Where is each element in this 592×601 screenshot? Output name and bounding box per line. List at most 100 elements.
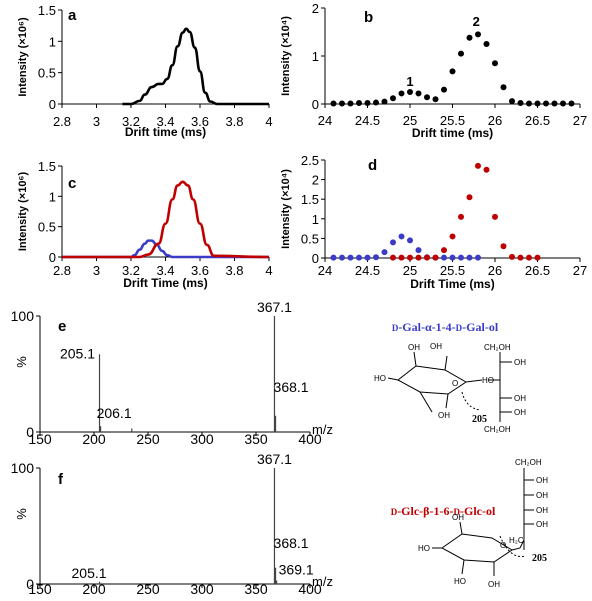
panel-d-point <box>398 233 405 240</box>
panel-e-peak-label: 205.1 <box>60 345 95 361</box>
panel-f-letter: f <box>58 471 64 488</box>
structure-e-bond <box>419 391 433 413</box>
panel-b-point <box>356 100 362 107</box>
panel-c-series-line-0 <box>61 239 269 259</box>
panel-b-point <box>398 90 405 97</box>
structure-e-atom: OH <box>514 394 526 403</box>
panel-c-ylabel: Intensity (×10⁶) <box>17 171 29 251</box>
panel-b-point <box>432 96 439 103</box>
panel-e-xtick-label: 400 <box>298 431 322 447</box>
structure-f-atom: OH <box>488 580 500 589</box>
panel-d-point <box>407 254 413 261</box>
panel-a-xtick-label: 3.6 <box>191 114 209 129</box>
structure-f-name-mid: -Glc-β-1-6- <box>397 504 453 518</box>
panel-e-ytick-label: 0 <box>26 424 34 440</box>
structure-f-bond <box>432 521 495 576</box>
panel-b-point <box>551 100 558 107</box>
panel-b-xtick-label: 24 <box>318 113 332 128</box>
panel-f-ytick-label: 100 <box>11 460 35 476</box>
panel-b-point <box>373 99 379 106</box>
structure-e-name-end: -Gal-ol <box>462 320 499 334</box>
structure-f-atom: OH <box>452 513 464 522</box>
panel-e-peak-label: 367.1 <box>257 299 292 315</box>
panel-d-point <box>407 237 413 244</box>
panel-b-point <box>543 100 549 107</box>
structure-f-atom: OH <box>536 520 548 529</box>
panel-b: 0 1 2 24 24.5 25 25.5 26 26.5 27 Drift time (ms) In… <box>280 1 587 140</box>
panel-d-point <box>424 254 430 261</box>
panel-c-ytick-label: 0 <box>49 250 56 265</box>
panel-b-point <box>492 60 498 67</box>
panel-d-point <box>356 254 362 261</box>
panel-c-xtick-label: 2.8 <box>53 263 71 278</box>
panel-d-point <box>526 254 532 261</box>
panel-a-ytick-label: 1 <box>49 34 56 49</box>
structure-f-name-d2: D <box>453 507 460 517</box>
panel-c-ytick-label: 1.5 <box>38 159 56 174</box>
panel-c-xtick-label: 3.8 <box>225 263 243 278</box>
panel-f-xtick-label: 400 <box>298 581 322 597</box>
structure-e-name-d2: D <box>456 323 463 333</box>
panel-c-xtick-label: 3.4 <box>156 263 174 278</box>
panel-f-xtick-label: 300 <box>190 581 214 597</box>
panel-d-ytick-label: 0 <box>312 251 319 266</box>
structure-f-bond <box>511 539 525 551</box>
structure-f-atoms: CH₂OH OH OH OH OH H₂C OH HO HO OH O <box>418 458 548 589</box>
structure-e-atom: OH <box>514 408 526 417</box>
panel-b-point <box>458 50 464 57</box>
structure-f-name-end: -Glc-ol <box>460 504 496 518</box>
panel-b-point <box>466 34 473 41</box>
panel-d-point <box>509 253 515 260</box>
structure-e-fragment-label: 205 <box>472 414 487 425</box>
panel-b-point <box>364 100 371 107</box>
panel-f-xtick-label: 150 <box>28 581 52 597</box>
structure-e-atom: OH <box>430 342 442 351</box>
panel-b-point <box>415 90 422 97</box>
panel-d-point <box>449 233 456 240</box>
structure-f-atom: OH <box>536 506 548 515</box>
panel-a-xtick-label: 2.8 <box>53 114 71 129</box>
panel-f-peak-label: 369.1 <box>279 562 314 578</box>
panel-b-point <box>560 100 566 107</box>
panel-d-ytick-label: 2 <box>312 173 319 188</box>
panel-d-point <box>347 254 354 261</box>
panel-e-xlabel: m/z <box>312 422 333 437</box>
panel-b-point <box>441 86 447 93</box>
structure-e-cut <box>461 391 481 411</box>
panel-c-ytick-label: 0.5 <box>38 220 56 235</box>
panel-e-peak-label: 206.1 <box>97 405 132 421</box>
structure-f-atom: HO <box>454 577 466 586</box>
panel-d-point <box>500 243 507 250</box>
panel-b-ytick-label: 0 <box>312 97 319 112</box>
panel-d-point <box>330 254 337 261</box>
panel-d-ytick-label: 1 <box>312 212 319 227</box>
panel-a-xtick-label: 3 <box>93 114 100 129</box>
structure-e-atom: OH <box>514 358 526 367</box>
panel-d-point <box>534 254 541 261</box>
structure-e-bond <box>387 377 399 381</box>
structure-e-name-d1: D <box>392 323 399 333</box>
panel-d-point <box>441 247 447 254</box>
panel-b-xtick-label: 27 <box>573 113 587 128</box>
panel-d-point <box>475 162 481 169</box>
panel-e-xtick-label: 200 <box>82 431 106 447</box>
panel-a-xtick-label: 3.4 <box>156 114 174 129</box>
panel-b-point <box>347 100 354 107</box>
panel-a-ytick-label: 1.5 <box>38 3 56 18</box>
panel-b-point <box>483 41 490 47</box>
panel-d-ylabel: Intensity (×10⁴) <box>280 169 292 249</box>
panel-b-point <box>424 94 430 101</box>
panel-e-peak-label: 368.1 <box>274 379 309 395</box>
panel-d-point <box>492 213 498 220</box>
structure-gal-gal-ol: D-Gal-α-1-4-D-Gal-ol OH OH HO OH O HO CH <box>374 320 526 434</box>
panel-d-point <box>517 254 524 261</box>
structure-f-cut <box>499 535 527 558</box>
panel-b-annotation: 1 <box>406 74 413 89</box>
structure-glc-glc-ol: D-Glc-β-1-6-D-Glc-ol CH₂OH OH OH OH OH H… <box>391 458 549 589</box>
panel-d-point <box>398 254 405 261</box>
panel-b-point <box>330 100 337 107</box>
panel-e-ytick-label: 100 <box>11 308 35 324</box>
panel-b-point <box>339 100 345 107</box>
panel-c: 0 0.5 1 1.5 2.8 3 3.2 3.4 3.6 3.8 4 Drift Time (ms)… <box>17 159 273 290</box>
structure-e-atom: OH <box>408 343 420 352</box>
